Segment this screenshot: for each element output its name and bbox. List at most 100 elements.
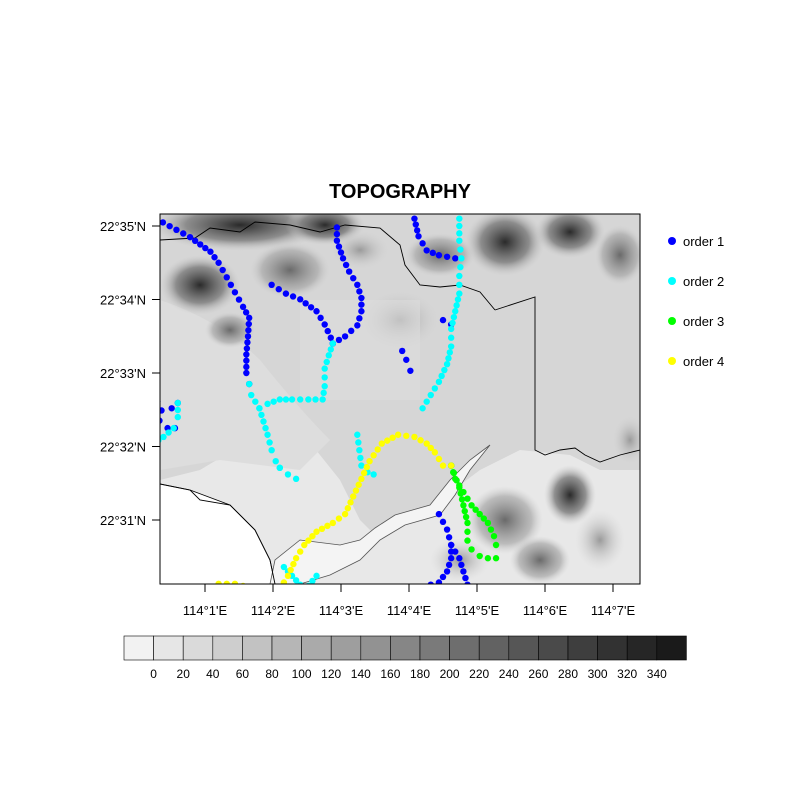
- river-point: [350, 493, 357, 500]
- river-point: [339, 255, 347, 262]
- admin-boundary: [494, 296, 640, 463]
- river-point: [450, 469, 458, 477]
- river-point: [227, 281, 235, 288]
- river-point: [438, 372, 445, 380]
- lat-tick-label: 22°32'N: [100, 440, 146, 455]
- river-point: [264, 588, 270, 594]
- river-point: [439, 316, 447, 324]
- river-point: [280, 579, 288, 584]
- river-point: [276, 396, 283, 403]
- river-point: [460, 502, 467, 509]
- river-point: [333, 237, 341, 244]
- colorbar-label: 60: [236, 667, 250, 681]
- river-point: [427, 581, 434, 584]
- river-point: [431, 385, 439, 392]
- river-point: [464, 519, 471, 527]
- river-point: [337, 249, 345, 256]
- river-point: [144, 388, 150, 394]
- terrain-field: [143, 214, 640, 594]
- river-point: [231, 289, 239, 296]
- river-point: [464, 537, 471, 544]
- river-point: [324, 522, 331, 530]
- river-point: [239, 303, 247, 311]
- river-point: [325, 352, 332, 359]
- river-point: [464, 528, 471, 535]
- colorbar-cell: [478, 635, 510, 661]
- river-point: [446, 349, 453, 356]
- river-point: [277, 586, 283, 592]
- river-point: [445, 534, 453, 541]
- river-point: [211, 254, 218, 261]
- river-point: [305, 537, 312, 544]
- river-point: [270, 587, 276, 593]
- river-point: [342, 261, 350, 269]
- river-point: [246, 314, 253, 322]
- river-point: [264, 400, 271, 408]
- river-point: [439, 462, 447, 469]
- lon-tick-label: 114°6'E: [523, 603, 568, 618]
- river-point: [243, 345, 251, 352]
- river-point: [454, 296, 462, 303]
- river-point: [321, 383, 328, 390]
- river-point: [429, 249, 436, 257]
- river-point: [456, 215, 463, 222]
- river-point: [452, 255, 459, 262]
- river-point: [358, 294, 365, 302]
- colorbar-cell: [271, 635, 302, 661]
- colorbar-label: 40: [206, 667, 220, 681]
- river-point: [174, 406, 181, 414]
- river-point: [321, 321, 328, 328]
- river-point: [174, 399, 181, 407]
- river-point: [215, 580, 222, 584]
- river-point: [354, 322, 361, 329]
- river-point: [245, 327, 252, 334]
- river-order-4: [215, 431, 455, 594]
- river-point: [360, 469, 368, 477]
- river-point: [256, 405, 263, 412]
- river-point: [427, 391, 434, 399]
- colorbar-cell: [153, 635, 184, 661]
- river-point: [358, 475, 365, 483]
- river-point: [453, 302, 460, 309]
- river-point: [317, 314, 324, 322]
- river-point: [411, 433, 418, 441]
- river-point: [266, 439, 273, 446]
- river-point: [160, 437, 162, 444]
- river-point: [411, 215, 418, 222]
- river-point: [419, 405, 426, 412]
- river-point: [345, 268, 353, 275]
- river-point: [260, 418, 267, 425]
- river-point: [280, 563, 288, 571]
- river-point: [143, 381, 149, 387]
- river-point: [450, 313, 458, 321]
- colorbar-cell: [419, 635, 450, 661]
- river-point: [462, 513, 470, 521]
- river-point: [160, 433, 167, 441]
- river-point: [145, 459, 151, 465]
- river-point: [248, 585, 254, 591]
- coastline: [160, 483, 276, 584]
- river-point: [447, 555, 455, 562]
- river-point: [313, 572, 320, 580]
- river-point: [452, 308, 459, 315]
- river-point: [252, 398, 259, 405]
- river-point: [276, 464, 283, 472]
- legend-label: order 1: [683, 234, 724, 249]
- river-point: [149, 447, 155, 453]
- river-point: [456, 555, 463, 562]
- colorbar-cell: [508, 635, 539, 661]
- lon-tick-label: 114°1'E: [183, 603, 228, 618]
- river-point: [243, 363, 250, 371]
- river-point: [435, 455, 443, 463]
- lon-tick-label: 114°2'E: [251, 603, 296, 618]
- river-point: [302, 300, 309, 307]
- river-point: [307, 304, 315, 311]
- colorbar-label: 80: [265, 667, 279, 681]
- river-point: [435, 378, 443, 386]
- river-point: [186, 233, 194, 241]
- river-point: [264, 431, 271, 438]
- river-point: [235, 296, 243, 303]
- river-point: [356, 315, 363, 322]
- river-point: [287, 566, 294, 574]
- river-point: [150, 382, 156, 388]
